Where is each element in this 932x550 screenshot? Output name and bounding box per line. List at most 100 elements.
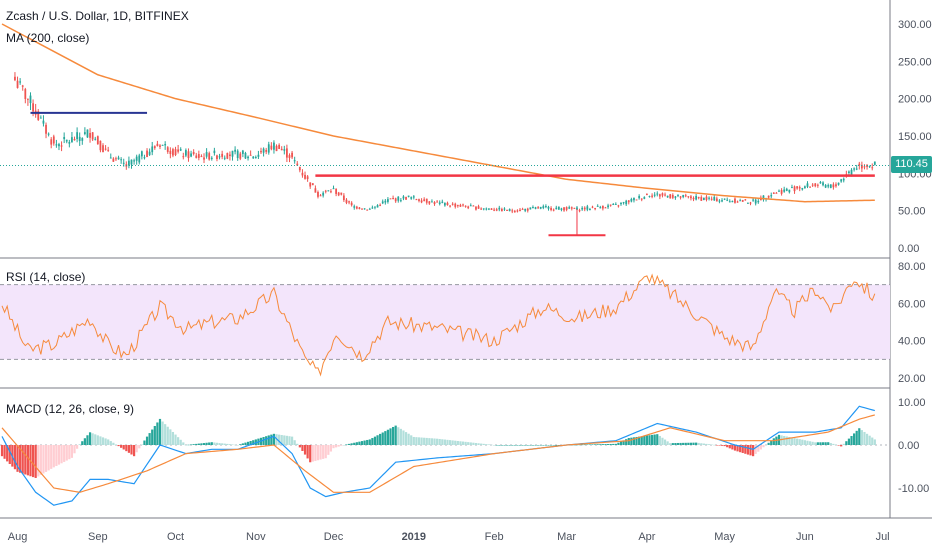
macd-histogram-bar [853, 433, 856, 445]
macd-histogram-bar [26, 445, 29, 476]
candle-body [666, 195, 669, 198]
candle-body [840, 179, 843, 182]
macd-histogram-bar [772, 438, 775, 445]
candle-body [213, 150, 216, 154]
candle-body [555, 207, 558, 210]
candle-body [358, 207, 361, 209]
macd-histogram-bar [433, 438, 436, 445]
candle-body [301, 172, 304, 176]
macd-histogram-bar [153, 425, 156, 445]
candle-body [656, 193, 659, 195]
candle-body [488, 208, 490, 210]
macd-histogram-bar [420, 437, 423, 445]
candle-body [99, 140, 102, 151]
price-axis-tick-label: 150.00 [898, 131, 932, 143]
candle-body [822, 182, 824, 186]
macd-histogram-bar [314, 445, 317, 461]
macd-histogram-bar [780, 435, 783, 445]
macd-histogram-bar [130, 445, 133, 455]
candle-body [788, 189, 791, 193]
macd-histogram-bar [65, 445, 68, 461]
candle-body [423, 199, 426, 201]
macd-histogram-bar [120, 445, 123, 448]
macd-histogram-bar [873, 439, 876, 445]
candle-body [485, 208, 488, 210]
candle-body [293, 160, 296, 162]
candle-body [89, 132, 91, 138]
macd-histogram-bar [697, 442, 700, 445]
candle-body [291, 152, 293, 158]
macd-histogram-bar [798, 439, 801, 445]
candle-body [550, 208, 552, 210]
rsi-axis-tick-label: 60.00 [898, 298, 926, 310]
candle-body [407, 195, 410, 197]
macd-histogram-bar [669, 443, 672, 445]
macd-histogram-bar [614, 443, 617, 445]
candle-body [832, 184, 835, 188]
macd-histogram-bar [280, 435, 283, 445]
macd-histogram-bar [653, 434, 656, 445]
candle-body [399, 200, 402, 202]
candle-body [345, 199, 348, 203]
candle-body [723, 198, 726, 200]
candle-body [117, 157, 120, 160]
candle-body [190, 153, 192, 157]
macd-histogram-bar [557, 445, 560, 446]
candle-body [480, 208, 483, 210]
macd-histogram-bar [578, 444, 581, 446]
macd-histogram-bar [793, 438, 796, 445]
candle-body [446, 202, 449, 206]
macd-histogram-bar [241, 443, 244, 445]
candle-body [651, 195, 653, 197]
price-axis-tick-label: 50.00 [898, 206, 926, 218]
candle-body [513, 210, 516, 213]
candle-body [643, 197, 646, 199]
candle-body [109, 157, 112, 159]
macd-histogram-bar [814, 442, 817, 445]
candle-body [498, 207, 501, 210]
candle-body [234, 149, 236, 152]
macd-histogram-bar [288, 436, 291, 445]
macd-histogram-bar [407, 433, 410, 445]
candle-body [208, 153, 211, 160]
candle-body [560, 208, 563, 210]
candle-body [705, 196, 708, 200]
macd-histogram-bar [472, 442, 475, 445]
macd-histogram-bar [785, 436, 788, 445]
macd-histogram-bar [524, 445, 527, 446]
candle-body [454, 203, 457, 207]
candle-body [379, 204, 382, 206]
candle-body [596, 205, 599, 207]
candle-body [757, 200, 760, 203]
macd-histogram-bar [796, 438, 799, 445]
candle-body [371, 207, 374, 209]
candle-body [159, 145, 161, 147]
macd-histogram-bar [254, 439, 257, 445]
macd-histogram-bar [744, 445, 747, 454]
time-axis-label: 2019 [402, 531, 426, 543]
macd-histogram-bar [493, 445, 496, 446]
candle-body [467, 206, 470, 209]
macd-histogram-bar [42, 445, 45, 474]
macd-histogram-bar [490, 444, 493, 446]
macd-histogram-bar [739, 445, 742, 453]
macd-histogram-bar [676, 442, 680, 445]
macd-histogram-bar [469, 442, 472, 445]
candle-body [304, 174, 306, 179]
macd-histogram-bar [21, 445, 24, 474]
candle-body [804, 186, 806, 189]
candle-body [324, 190, 327, 192]
candle-body [684, 195, 687, 197]
candle-body [529, 207, 532, 210]
candle-body [793, 186, 796, 192]
macd-histogram-bar [495, 445, 498, 446]
chart-title: Zcash / U.S. Dollar, 1D, BITFINEX [6, 9, 189, 23]
macd-histogram-bar [81, 441, 84, 445]
macd-histogram-bar [417, 437, 421, 445]
candle-body [459, 204, 462, 207]
macd-histogram-bar [177, 437, 180, 445]
macd-histogram-bar [537, 445, 540, 446]
candle-body [332, 188, 335, 190]
macd-histogram-bar [215, 442, 219, 445]
